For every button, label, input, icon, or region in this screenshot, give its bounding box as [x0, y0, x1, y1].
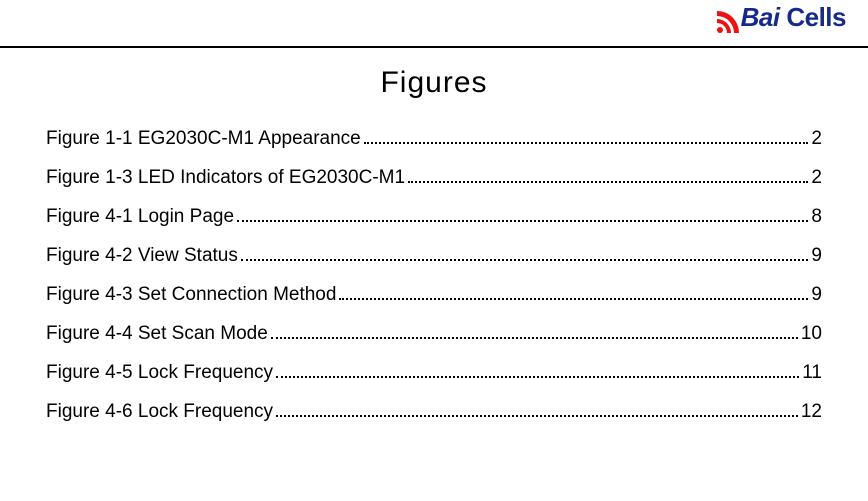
- toc-page: 10: [801, 323, 822, 345]
- brand-logo: Bai Cells: [717, 2, 846, 33]
- toc-leader: [237, 220, 808, 222]
- toc-entry: Figure 1-3 LED Indicators of EG2030C-M1 …: [46, 167, 822, 189]
- toc-page: 2: [811, 128, 822, 150]
- toc-entry: Figure 4-1 Login Page 8: [46, 206, 822, 228]
- toc-entry: Figure 4-6 Lock Frequency 12: [46, 401, 822, 423]
- toc-leader: [364, 142, 809, 144]
- toc-page: 12: [801, 401, 822, 423]
- toc-leader: [276, 415, 798, 417]
- wifi-icon: [717, 11, 739, 33]
- toc-leader: [408, 181, 808, 183]
- brand-text-right: Cells: [780, 2, 846, 32]
- toc-leader: [271, 337, 798, 339]
- toc-label: Figure 4-3 Set Connection Method: [46, 284, 336, 306]
- toc-page: 9: [811, 245, 822, 267]
- toc-entry: Figure 4-4 Set Scan Mode 10: [46, 323, 822, 345]
- toc-entry: Figure 4-3 Set Connection Method 9: [46, 284, 822, 306]
- toc-page: 8: [811, 206, 822, 228]
- toc-page: 9: [811, 284, 822, 306]
- brand-text: Bai Cells: [741, 2, 846, 33]
- toc-entry: Figure 1-1 EG2030C-M1 Appearance 2: [46, 128, 822, 150]
- header-rule: [0, 46, 868, 48]
- toc-entry: Figure 4-2 View Status 9: [46, 245, 822, 267]
- toc-label: Figure 4-1 Login Page: [46, 206, 234, 228]
- toc-label: Figure 4-6 Lock Frequency: [46, 401, 273, 423]
- toc-leader: [241, 259, 809, 261]
- toc-label: Figure 4-2 View Status: [46, 245, 238, 267]
- toc-leader: [276, 376, 799, 378]
- toc-page: 2: [811, 167, 822, 189]
- figures-toc: Figure 1-1 EG2030C-M1 Appearance 2 Figur…: [18, 128, 850, 423]
- toc-page: 11: [802, 362, 822, 384]
- brand-text-left: Bai: [741, 2, 780, 32]
- toc-entry: Figure 4-5 Lock Frequency 11: [46, 362, 822, 384]
- header: Bai Cells: [18, 0, 850, 46]
- toc-label: Figure 4-5 Lock Frequency: [46, 362, 273, 384]
- toc-leader: [339, 298, 808, 300]
- toc-label: Figure 1-3 LED Indicators of EG2030C-M1: [46, 167, 405, 189]
- toc-label: Figure 1-1 EG2030C-M1 Appearance: [46, 128, 361, 150]
- page-root: Bai Cells Figures Figure 1-1 EG2030C-M1 …: [0, 0, 868, 501]
- page-title: Figures: [18, 66, 850, 100]
- toc-label: Figure 4-4 Set Scan Mode: [46, 323, 268, 345]
